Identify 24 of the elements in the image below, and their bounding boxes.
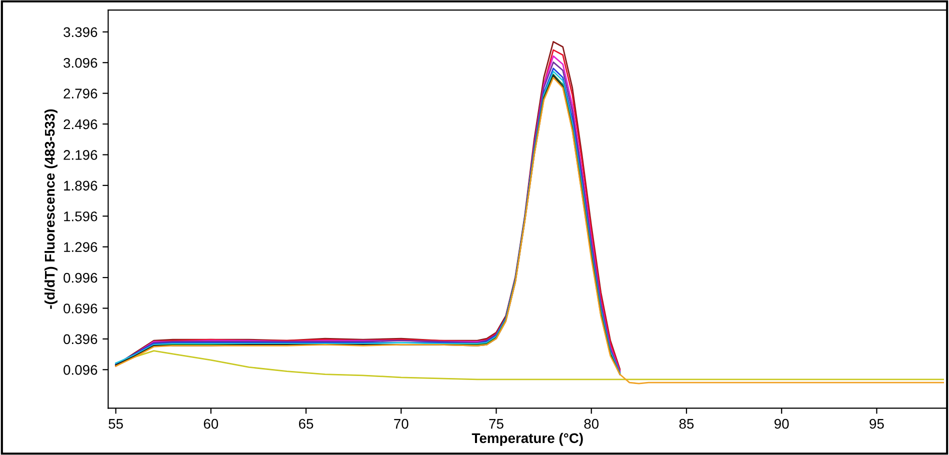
x-tick-label: 95 — [870, 418, 884, 429]
y-tick-label: 1.596 — [64, 211, 98, 222]
y-tick-label: 0.396 — [64, 334, 98, 344]
y-tick-label: 0.996 — [64, 272, 98, 283]
x-tick-label: 80 — [584, 418, 599, 429]
y-tick-label: 2.496 — [64, 119, 98, 130]
y-axis-title: -(d/dT) Fluorescence (483-533) — [44, 109, 58, 309]
y-tick-label: 0.096 — [64, 364, 98, 375]
x-tick-label: 75 — [489, 419, 504, 429]
x-tick-label: 85 — [679, 418, 694, 429]
y-tick-label: 3.396 — [64, 27, 98, 38]
y-tick-label: 3.096 — [64, 58, 98, 68]
x-axis-title: Temperature (°C) — [472, 432, 583, 446]
line-series — [115, 76, 944, 384]
x-tick-label: 70 — [394, 418, 408, 429]
x-tick-label: 55 — [108, 419, 123, 429]
y-tick-label: 0.696 — [64, 304, 98, 314]
y-tick-label: 2.196 — [64, 150, 98, 160]
y-tick-label: 1.296 — [64, 242, 98, 252]
x-tick-label: 65 — [299, 418, 314, 429]
y-tick-label: 1.896 — [64, 180, 98, 191]
y-tick-label: 2.796 — [64, 88, 98, 98]
x-tick-label: 60 — [204, 418, 218, 429]
x-tick-label: 90 — [774, 418, 789, 429]
